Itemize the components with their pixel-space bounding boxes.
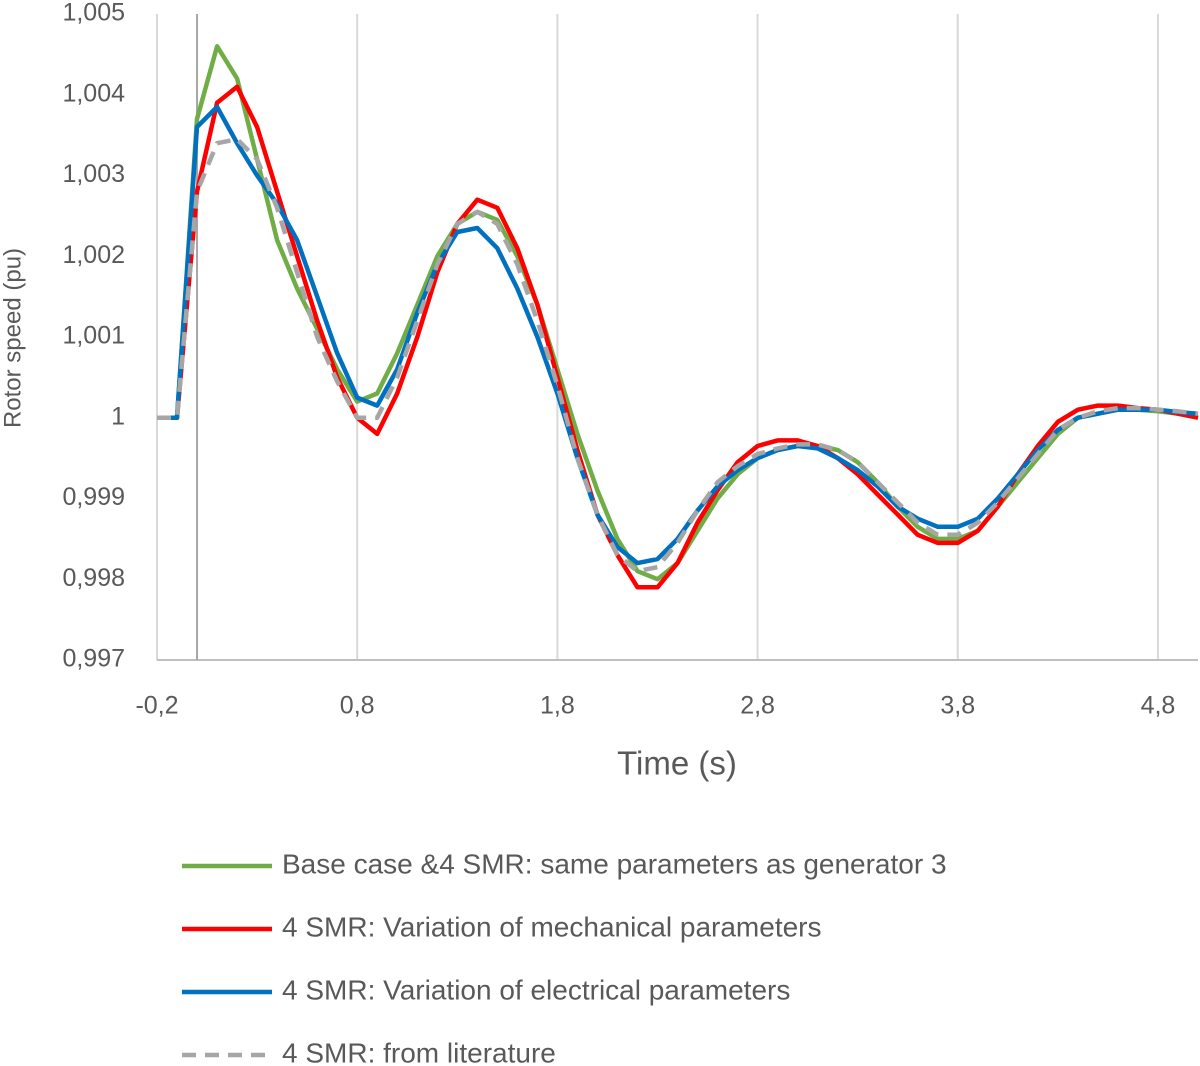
y-tick-label: 1,001 [62,322,125,350]
y-tick-label: 1,002 [62,241,125,269]
x-axis-title: Time (s) [617,745,737,782]
y-tick-label: 0,997 [62,645,125,673]
legend-label: 4 SMR: from literature [282,1037,556,1066]
legend-label: 4 SMR: Variation of electrical parameter… [282,974,790,1005]
y-axis-title: Rotor speed (pu) [0,248,26,428]
series-line [157,104,1199,566]
series-line [157,136,1199,574]
series-line [157,84,1199,590]
x-tick-label: 3,8 [940,692,975,720]
x-tick-label: 2,8 [740,692,775,720]
legend-label: 4 SMR: Variation of mechanical parameter… [282,911,822,942]
y-tick-label: 1,004 [62,79,125,107]
y-tick-label: 1,003 [62,160,125,188]
legend-label: Base case &4 SMR: same parameters as gen… [282,848,947,879]
y-tick-label: 1,005 [62,0,125,27]
x-tick-label: 0,8 [340,692,375,720]
x-tick-label: 1,8 [540,692,575,720]
y-tick-label: 0,998 [62,564,125,592]
y-tick-label: 1 [111,402,125,430]
x-tick-label: 4,8 [1141,692,1176,720]
x-tick-label: -0,2 [135,692,178,720]
y-tick-label: 0,999 [62,483,125,511]
